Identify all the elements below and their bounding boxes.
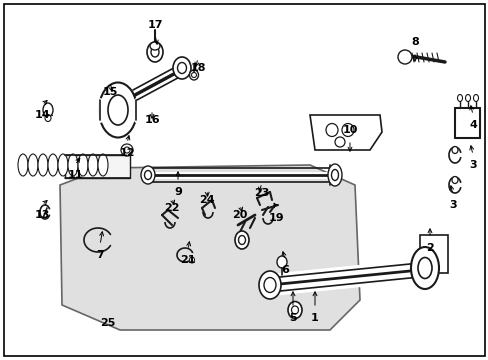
- Text: 11: 11: [67, 170, 82, 180]
- Text: 10: 10: [342, 125, 357, 135]
- Ellipse shape: [173, 57, 191, 79]
- Ellipse shape: [189, 257, 194, 263]
- Ellipse shape: [58, 154, 68, 176]
- Ellipse shape: [327, 164, 341, 186]
- Ellipse shape: [78, 154, 88, 176]
- Text: 3: 3: [448, 200, 456, 210]
- Ellipse shape: [259, 271, 281, 299]
- Ellipse shape: [191, 72, 196, 77]
- Ellipse shape: [189, 70, 198, 80]
- Text: 21: 21: [180, 255, 195, 265]
- Ellipse shape: [38, 154, 48, 176]
- Text: 23: 23: [254, 188, 269, 198]
- Text: 24: 24: [199, 195, 214, 205]
- Text: 25: 25: [100, 318, 116, 328]
- Ellipse shape: [451, 176, 457, 184]
- Ellipse shape: [410, 247, 438, 289]
- Ellipse shape: [45, 114, 51, 122]
- Ellipse shape: [465, 94, 469, 102]
- Text: 20: 20: [232, 210, 247, 220]
- Polygon shape: [60, 165, 359, 330]
- Ellipse shape: [325, 123, 337, 136]
- Ellipse shape: [108, 95, 128, 125]
- Ellipse shape: [264, 278, 275, 292]
- Ellipse shape: [177, 63, 186, 73]
- Ellipse shape: [18, 154, 28, 176]
- Text: 4: 4: [468, 120, 476, 130]
- Text: 2: 2: [425, 243, 433, 253]
- Ellipse shape: [150, 42, 160, 50]
- Ellipse shape: [417, 257, 431, 279]
- Text: 22: 22: [164, 203, 180, 213]
- Ellipse shape: [28, 154, 38, 176]
- Ellipse shape: [121, 144, 133, 156]
- Ellipse shape: [99, 82, 137, 138]
- Text: 3: 3: [468, 160, 476, 170]
- Text: 1: 1: [310, 313, 318, 323]
- Ellipse shape: [331, 170, 338, 180]
- Text: 18: 18: [190, 63, 205, 73]
- Text: 16: 16: [144, 115, 160, 125]
- Ellipse shape: [235, 231, 248, 249]
- Text: 5: 5: [288, 313, 296, 323]
- Bar: [419, 235, 447, 273]
- Text: 17: 17: [147, 20, 163, 30]
- Ellipse shape: [68, 154, 78, 176]
- Ellipse shape: [48, 154, 58, 176]
- Ellipse shape: [151, 47, 159, 57]
- Text: 15: 15: [102, 87, 118, 97]
- Text: 7: 7: [96, 250, 103, 260]
- Text: 8: 8: [410, 37, 418, 47]
- Polygon shape: [309, 115, 381, 150]
- Bar: [65, 155, 130, 178]
- Ellipse shape: [238, 235, 245, 244]
- Ellipse shape: [276, 256, 286, 268]
- Ellipse shape: [144, 171, 151, 180]
- Text: 14: 14: [34, 110, 50, 120]
- Ellipse shape: [334, 137, 345, 147]
- Ellipse shape: [287, 301, 302, 319]
- Text: 9: 9: [174, 187, 182, 197]
- Ellipse shape: [451, 147, 457, 153]
- Ellipse shape: [141, 166, 155, 184]
- Ellipse shape: [43, 103, 53, 117]
- Text: 19: 19: [268, 213, 284, 223]
- Ellipse shape: [98, 154, 108, 176]
- Ellipse shape: [341, 123, 353, 136]
- Text: 6: 6: [281, 265, 288, 275]
- Ellipse shape: [88, 154, 98, 176]
- Text: 12: 12: [119, 148, 135, 158]
- Ellipse shape: [472, 94, 478, 102]
- Ellipse shape: [147, 42, 163, 62]
- Ellipse shape: [124, 147, 130, 153]
- Text: 13: 13: [34, 210, 50, 220]
- Ellipse shape: [397, 50, 411, 64]
- Ellipse shape: [457, 94, 462, 102]
- Ellipse shape: [291, 306, 298, 314]
